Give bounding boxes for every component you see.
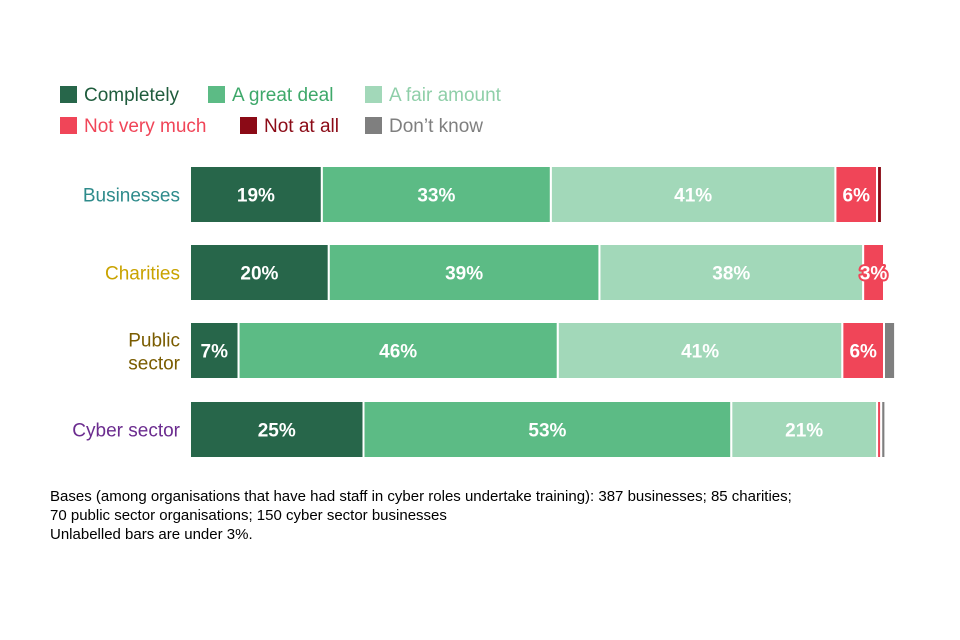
- unlabelled-note: Unlabelled bars are under 3%.: [50, 526, 253, 543]
- legend-label-not-at-all: Not at all: [264, 116, 339, 137]
- value-label-public-sector-a-great-deal: 46%: [379, 342, 417, 363]
- bar-businesses-a-fair-amount: [549, 165, 837, 224]
- category-label-businesses: Businesses: [83, 186, 180, 207]
- legend-swatch-not-at-all: [240, 117, 257, 134]
- value-label-public-sector-a-fair-amount: 41%: [681, 342, 719, 363]
- bar-cyber-sector-a-fair-amount: [730, 400, 879, 459]
- value-label-public-sector-completely: 7%: [201, 342, 229, 363]
- value-label-public-sector-not-very-much: 6%: [849, 342, 877, 363]
- value-label-businesses-not-very-much: 6%: [843, 186, 871, 207]
- stacked-bar-chart: Completely A great deal A fair amount Not v…: [60, 85, 897, 459]
- category-labels: Businesses Charities Public sector Cyber sec…: [72, 186, 180, 442]
- bar-public-sector-a-great-deal: [237, 321, 559, 380]
- bar-public-sector-a-fair-amount: [556, 321, 844, 380]
- legend-label-completely: Completely: [84, 85, 180, 106]
- bar-public-sector-completely: [189, 321, 240, 380]
- bar-public-sector-don-t-know: [883, 321, 897, 380]
- category-label-charities: Charities: [105, 264, 180, 285]
- bar-charities-a-fair-amount: [598, 243, 865, 302]
- legend-swatch-a-fair-amount: [365, 86, 382, 103]
- legend-swatch-don-t-know: [365, 117, 382, 134]
- bar-businesses-not-at-all: [876, 165, 883, 224]
- value-label-charities-a-great-deal: 39%: [445, 264, 483, 285]
- chart-notes: Bases (among organisations that have had…: [50, 487, 930, 544]
- bases-note-line-1: Bases (among organisations that have had…: [50, 488, 792, 505]
- value-label-businesses-completely: 19%: [237, 186, 275, 207]
- bar-charities-not-very-much: [862, 243, 885, 302]
- category-label-public-sector: Public sector: [128, 331, 180, 375]
- legend-swatch-a-great-deal: [208, 86, 225, 103]
- legend-label-a-fair-amount: A fair amount: [389, 85, 502, 106]
- value-label-charities-not-very-much: 3%: [860, 264, 888, 285]
- legend-label-a-great-deal: A great deal: [232, 85, 333, 106]
- bar-businesses-completely: [189, 165, 323, 224]
- bar-businesses-a-great-deal: [320, 165, 552, 224]
- value-label-cyber-sector-a-great-deal: 53%: [528, 421, 566, 442]
- chart-legend: Completely A great deal A fair amount Not v…: [60, 85, 502, 137]
- category-label-cyber-sector: Cyber sector: [72, 421, 180, 442]
- bar-charities-completely: [189, 243, 330, 302]
- value-label-cyber-sector-a-fair-amount: 21%: [785, 421, 823, 442]
- bar-charities-a-great-deal: [327, 243, 601, 302]
- value-label-businesses-a-fair-amount: 41%: [674, 186, 712, 207]
- value-label-charities-completely: 20%: [240, 264, 278, 285]
- value-label-cyber-sector-completely: 25%: [258, 421, 296, 442]
- chart-bars: [189, 165, 897, 459]
- bar-cyber-sector-don-t-know: [880, 400, 887, 459]
- value-labels: 19% 33% 41% 6% 20% 39% 38% 3% 7% 46% 41% 6% 25% 53% 21…: [201, 186, 890, 442]
- legend-swatch-completely: [60, 86, 77, 103]
- bar-cyber-sector-a-great-deal: [362, 400, 733, 459]
- legend-label-don-t-know: Don’t know: [389, 116, 483, 137]
- legend-label-not-very-much: Not very much: [84, 116, 206, 137]
- value-label-businesses-a-great-deal: 33%: [417, 186, 455, 207]
- bar-cyber-sector-completely: [189, 400, 365, 459]
- legend-swatch-not-very-much: [60, 117, 77, 134]
- value-label-charities-a-fair-amount: 38%: [712, 264, 750, 285]
- bar-public-sector-not-very-much: [841, 321, 885, 380]
- bases-note-line-2: 70 public sector organisations; 150 cybe…: [50, 507, 447, 524]
